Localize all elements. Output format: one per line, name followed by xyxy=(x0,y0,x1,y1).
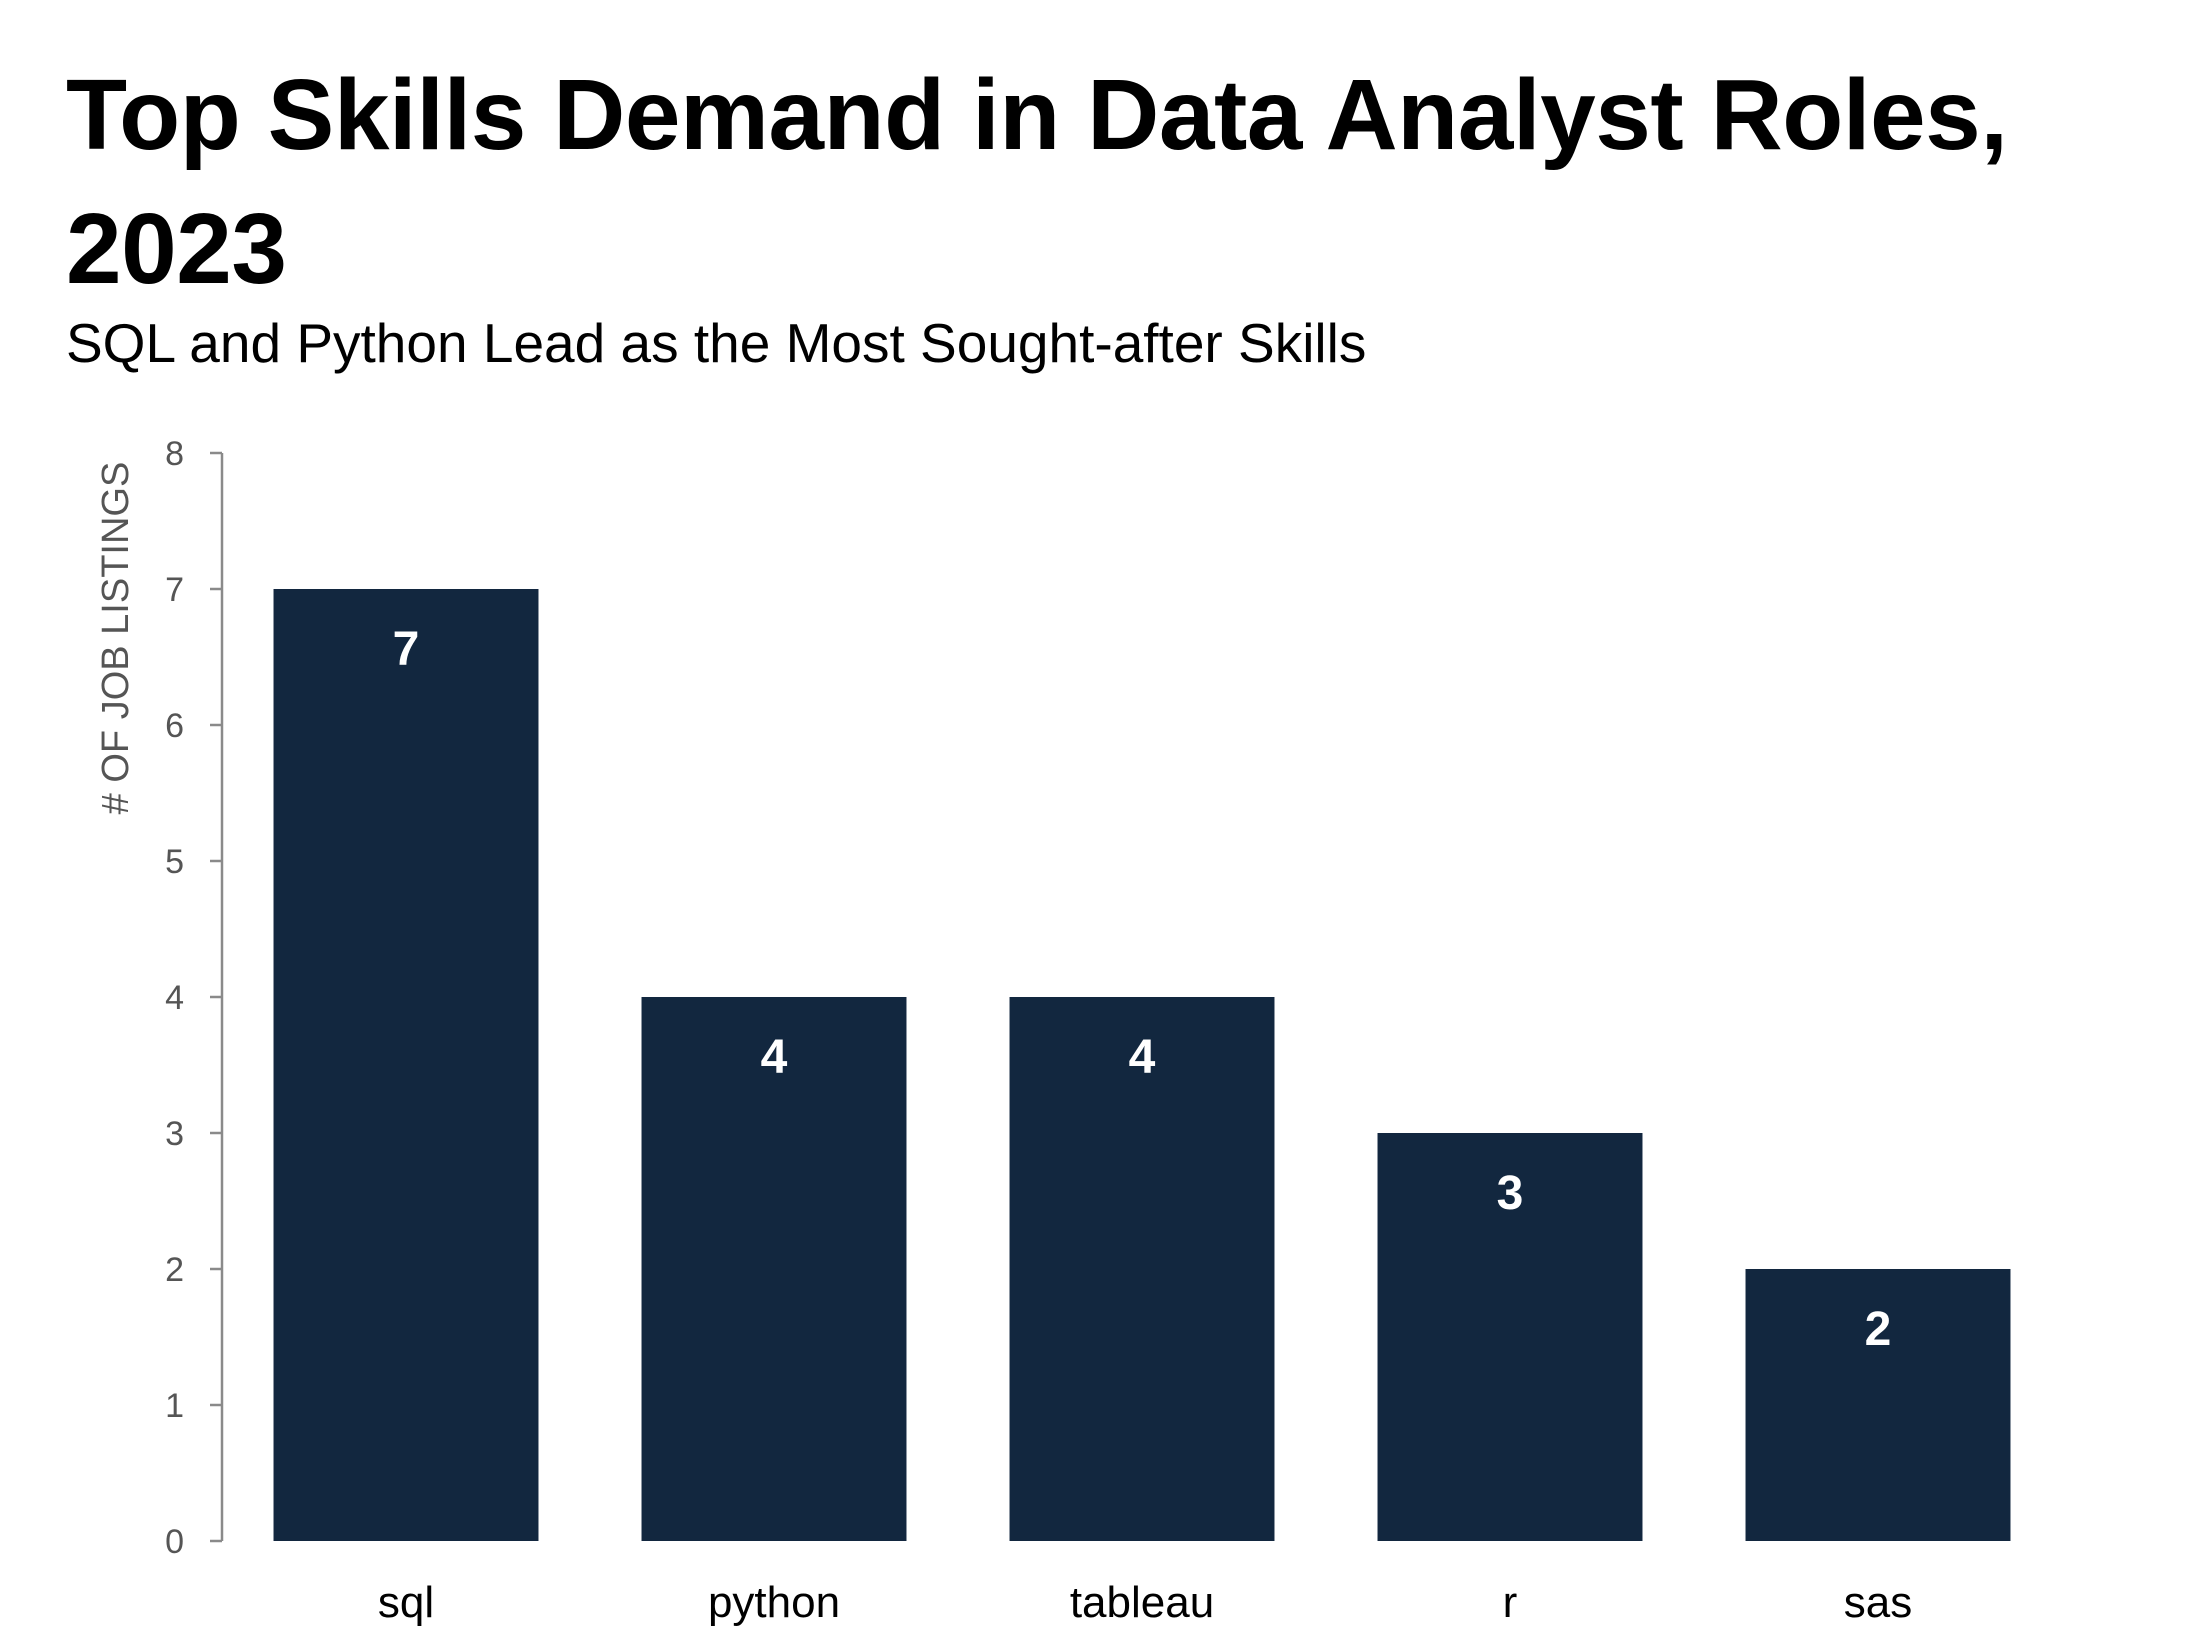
x-tick-label: tableau xyxy=(1070,1578,1214,1627)
bar-sql xyxy=(273,589,539,1541)
y-tick-label: 0 xyxy=(165,1523,184,1561)
y-tick-label: 7 xyxy=(165,571,184,609)
chart-subtitle: SQL and Python Lead as the Most Sought-a… xyxy=(66,312,1367,374)
bar-r xyxy=(1377,1133,1643,1541)
bar-value-label: 4 xyxy=(1129,1031,1156,1084)
bar-value-label: 2 xyxy=(1865,1303,1892,1356)
y-axis: 0 1 2 3 4 5 6 7 8 xyxy=(165,435,224,1561)
bar-value-label: 4 xyxy=(761,1031,788,1084)
y-tick-label: 5 xyxy=(165,843,184,881)
bars: 7 4 4 3 2 xyxy=(273,589,2011,1541)
y-tick-label: 6 xyxy=(165,707,184,745)
bar-value-label: 3 xyxy=(1497,1167,1524,1220)
x-tick-label: sas xyxy=(1844,1578,1912,1627)
y-tick-label: 8 xyxy=(165,435,184,473)
x-tick-label: python xyxy=(708,1578,840,1627)
x-axis: sql python tableau r sas xyxy=(378,1578,1912,1627)
bar-sas xyxy=(1745,1269,2011,1541)
y-tick-label: 2 xyxy=(165,1251,184,1289)
bar-python xyxy=(641,997,907,1541)
y-tick-label: 1 xyxy=(165,1387,184,1425)
bar-value-label: 7 xyxy=(393,623,420,676)
chart-title: Top Skills Demand in Data Analyst Roles,… xyxy=(66,59,2008,305)
y-tick-label: 4 xyxy=(165,979,184,1017)
bar-tableau xyxy=(1009,997,1275,1541)
x-tick-label: sql xyxy=(378,1578,434,1627)
y-axis-title: # OF JOB LISTINGS xyxy=(95,462,137,815)
x-tick-label: r xyxy=(1503,1578,1518,1627)
y-tick-label: 3 xyxy=(165,1115,184,1153)
